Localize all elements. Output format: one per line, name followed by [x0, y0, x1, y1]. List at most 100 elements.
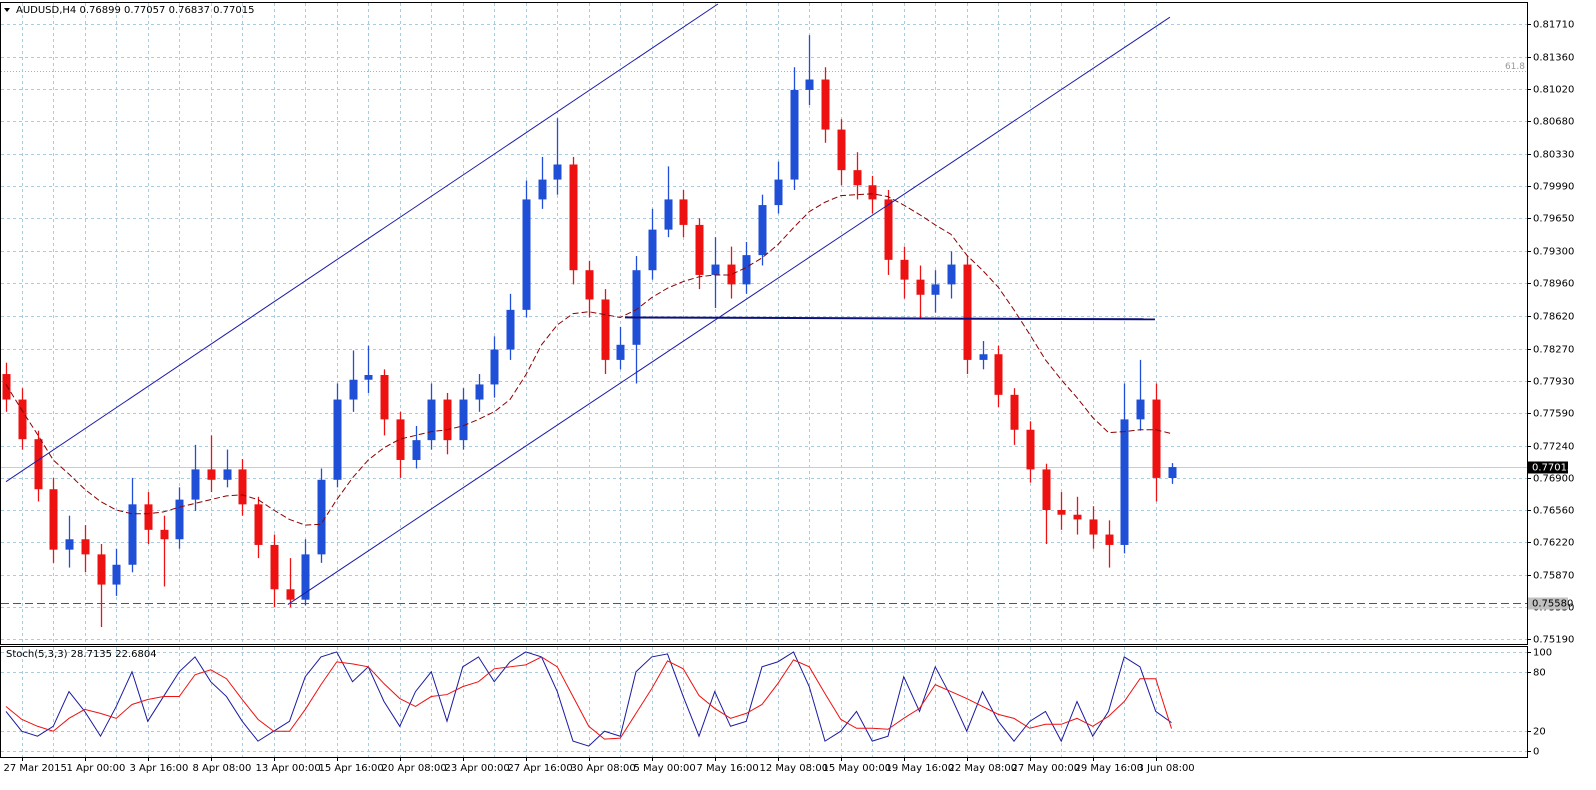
ohlc-close: 0.77015 [213, 5, 254, 16]
candle-body [616, 344, 625, 360]
candle-body [254, 504, 263, 545]
y-tick-label: 80 [1533, 668, 1546, 679]
candle-body [1120, 419, 1129, 545]
x-tick-label: 12 May 08:00 [760, 763, 829, 774]
candle-body [223, 469, 232, 480]
level-tag [1528, 597, 1568, 610]
x-tick-label: 3 Jun 08:00 [1138, 763, 1195, 774]
candle-body [207, 469, 216, 480]
x-tick-label: 13 Apr 00:00 [256, 763, 321, 774]
price-tag-label: 0.77015 [1532, 463, 1573, 474]
y-tick-label: 0 [1533, 747, 1539, 758]
candle-body [727, 264, 736, 285]
y-tick-label: 0.76560 [1533, 506, 1574, 517]
candle-body [1152, 399, 1161, 478]
ohlc-open: 0.76899 [79, 5, 120, 16]
main-plot [2, 3, 1177, 628]
x-tick-label: 30 Apr 08:00 [571, 763, 636, 774]
candle-body [931, 284, 940, 295]
candle-body [1136, 399, 1145, 420]
x-tick-label: 3 Apr 16:00 [130, 763, 189, 774]
candle-body [160, 529, 169, 540]
candle-body [49, 489, 58, 550]
candle-body [506, 309, 515, 350]
candle-body [664, 199, 673, 230]
y-tick-label: 0.78620 [1533, 312, 1574, 323]
candle-body [65, 539, 74, 550]
moving-average [5, 193, 1172, 526]
candle-body [128, 504, 137, 565]
candle-body [364, 375, 373, 380]
x-tick-label: 19 May 16:00 [886, 763, 955, 774]
candle-body [81, 539, 90, 555]
candle-body [553, 164, 562, 180]
x-tick-label: 27 Apr 16:00 [508, 763, 573, 774]
candle-body [286, 589, 295, 600]
candle-body [490, 349, 499, 385]
candle-body [994, 354, 1003, 395]
candle-body [632, 270, 641, 345]
candle-body [916, 279, 925, 295]
candle-body [1010, 394, 1019, 430]
candle-body [238, 469, 247, 505]
stoch-header: Stoch(5,3,3) 28.7135 22.6804 [6, 649, 157, 660]
candle-body [569, 164, 578, 271]
stoch-k: 28.7135 [71, 649, 112, 660]
x-tick-label: 8 Apr 08:00 [193, 763, 252, 774]
y-tick-label: 0.81020 [1533, 85, 1574, 96]
candle-body [758, 205, 767, 256]
header: AUDUSD,H4 0.76899 0.77057 0.76837 0.7701… [16, 5, 254, 16]
candle-body [711, 264, 720, 275]
candle-body [963, 264, 972, 360]
level-tag-label: 0.75580 [1532, 599, 1573, 610]
candle-body [742, 255, 751, 285]
y-tick-label: 0.80330 [1533, 150, 1574, 161]
x-tick-label: 29 May 16:00 [1075, 763, 1144, 774]
y-tick-label: 20 [1533, 727, 1546, 738]
candle-body [522, 199, 531, 310]
stoch-title: Stoch(5,3,3) [6, 649, 68, 660]
stoch-d: 22.6804 [115, 649, 156, 660]
y-tick-label: 0.81360 [1533, 53, 1574, 64]
y-tick-label: 0.76900 [1533, 474, 1574, 485]
y-tick-label: 0.78270 [1533, 345, 1574, 356]
y-tick-label: 0.75870 [1533, 571, 1574, 582]
candle-body [18, 399, 27, 440]
y-tick-label: 0.77240 [1533, 442, 1574, 453]
candle-body [475, 384, 484, 400]
candle-body [1105, 534, 1114, 545]
y-tick-label: 0.77590 [1533, 409, 1574, 420]
y-tick-label: 0.79300 [1533, 247, 1574, 258]
candle-body [601, 299, 610, 360]
candle-body [837, 129, 846, 171]
candle-body [191, 469, 200, 500]
candle-body [900, 259, 909, 280]
symbol: AUDUSD,H4 [16, 5, 76, 16]
candle-body [884, 199, 893, 260]
candle-body [1026, 429, 1035, 470]
plot-layer: 27 Mar 2015 1 Apr 00:00 3 Apr 16:00 8 Apr 0… [1, 3, 1574, 774]
candle-body [412, 440, 421, 460]
x-tick-label: 1 Apr 00:00 [67, 763, 126, 774]
x-tick-label: 20 Apr 08:00 [382, 763, 447, 774]
candle-body [144, 504, 153, 530]
candle-body [333, 399, 342, 480]
candle-body [34, 439, 43, 490]
stoch-line [5, 651, 1172, 747]
x-tick-label: 23 Apr 00:00 [445, 763, 510, 774]
fibo-label: 61.8 [1505, 62, 1525, 72]
candle-body [868, 185, 877, 200]
candle-body [585, 270, 594, 300]
x-tick-label: 5 May 00:00 [634, 763, 696, 774]
x-tick-label: 27 Mar 2015 [4, 763, 67, 774]
candle-body [380, 375, 389, 420]
candle-body [695, 224, 704, 275]
candle-body [443, 399, 452, 441]
candle-body [270, 544, 279, 590]
y-tick-label: 0.79990 [1533, 182, 1574, 193]
trend-line [624, 316, 1155, 321]
trend-line [287, 16, 1171, 605]
y-tick-label: 0.80680 [1533, 117, 1574, 128]
candle-body [790, 89, 799, 180]
